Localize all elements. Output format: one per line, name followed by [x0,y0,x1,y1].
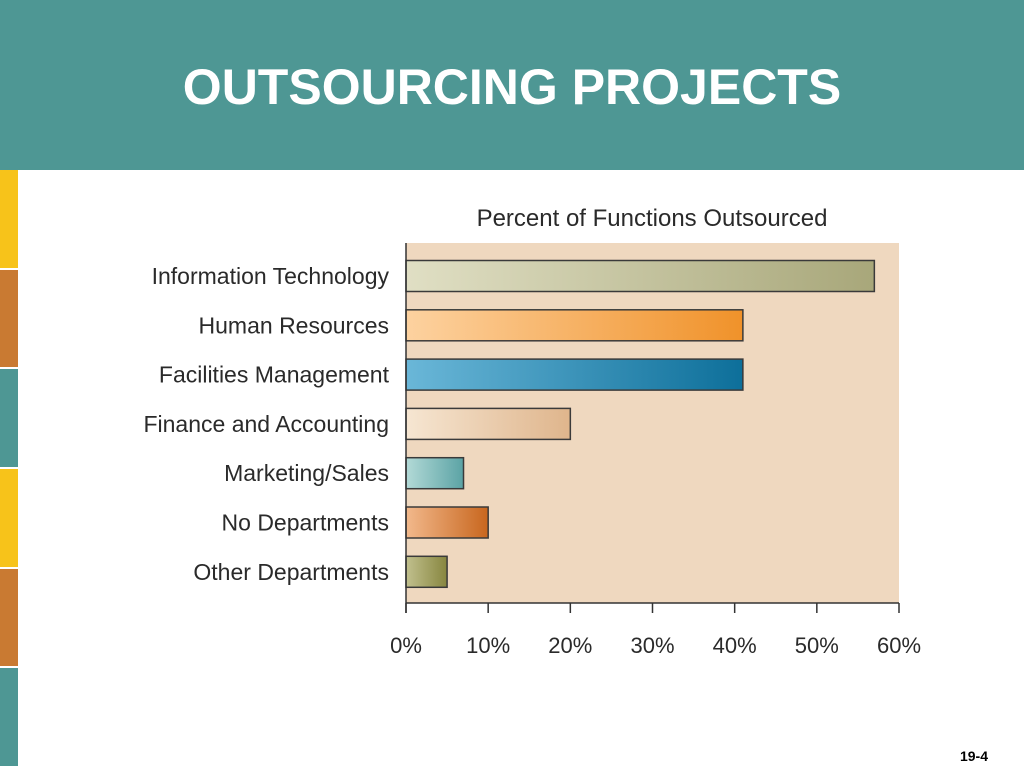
bar [405,506,489,539]
slide-page-number: 19-4 [959,748,988,764]
category-label: Human Resources [199,312,389,338]
x-tick-label: 10% [466,633,510,658]
chart-container: Percent of Functions Outsourced Informat… [0,170,1024,690]
slide-title: OUTSOURCING PROJECTS [182,59,842,115]
x-tick-label: 40% [713,633,757,658]
x-tick-label: 20% [548,633,592,658]
bar-chart: Percent of Functions Outsourced Informat… [143,205,921,658]
side-color-strip [0,170,18,768]
x-tick-label: 0% [390,633,422,658]
strip-block [0,170,18,270]
x-tick-label: 30% [630,633,674,658]
category-label: Other Departments [193,559,389,585]
strip-block [0,269,18,370]
strip-block [0,369,18,469]
bar [405,555,448,589]
x-tick-label: 50% [795,633,839,658]
bar [405,358,744,391]
category-label: Finance and Accounting [143,411,389,437]
category-label: Facilities Management [159,362,390,388]
strip-block [0,568,18,669]
category-label: No Departments [222,510,389,536]
category-label: Information Technology [152,263,390,289]
slide-header: OUTSOURCING PROJECTS [0,0,1024,170]
chart-title: Percent of Functions Outsourced [477,205,828,232]
bar [405,259,876,293]
strip-block [0,469,18,569]
bar [405,407,572,441]
category-label: Marketing/Sales [224,460,389,486]
bar [405,309,744,342]
bar [405,456,465,490]
x-tick-label: 60% [877,633,921,658]
strip-block [0,668,18,768]
